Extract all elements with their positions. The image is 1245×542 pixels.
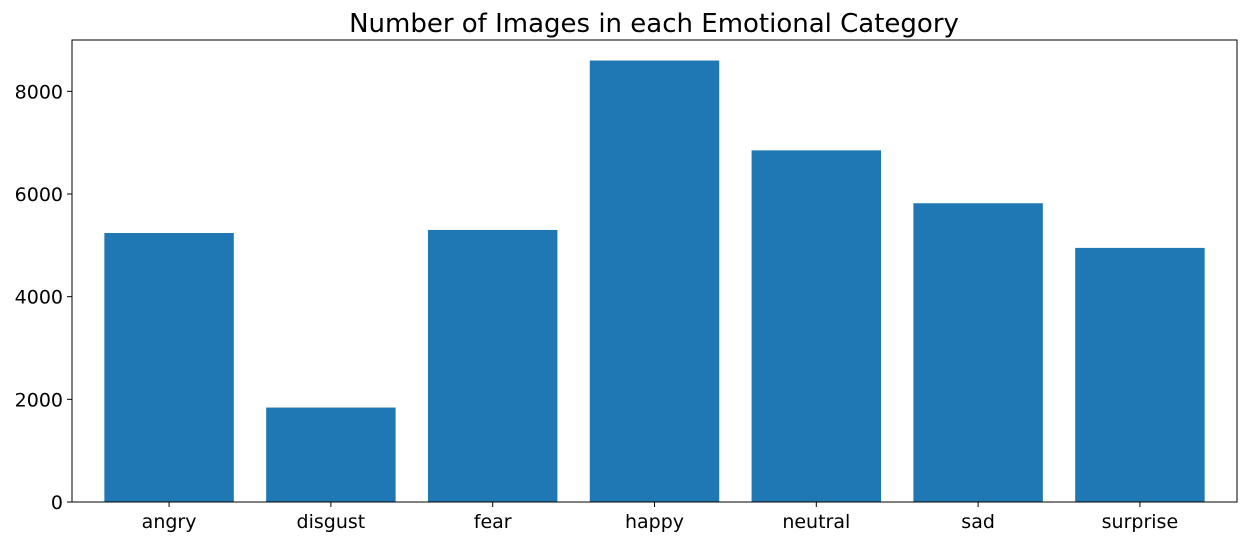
y-tick-label: 0 [51,492,63,514]
bar-angry [104,233,234,502]
bar-surprise [1075,247,1205,502]
chart-title: Number of Images in each Emotional Categ… [349,9,959,39]
y-axis: 0 2000 4000 6000 8000 [15,81,72,514]
bar-neutral [751,150,882,502]
bar-sad [913,203,1043,503]
y-tick-label: 4000 [15,287,63,309]
x-tick-label: sad [961,511,995,533]
bar-happy [589,60,720,503]
y-tick-label: 2000 [15,389,63,411]
bar-disgust [266,407,396,502]
bars-group [104,60,1205,503]
x-tick-label: disgust [297,511,366,533]
y-tick-label: 8000 [15,81,63,103]
bar-fear [427,229,558,502]
x-tick-label: neutral [782,511,850,533]
x-tick-label: fear [474,511,512,533]
x-tick-label: happy [625,511,684,533]
x-tick-label: surprise [1102,511,1179,533]
y-tick-label: 6000 [15,184,63,206]
x-tick-label: angry [142,511,197,533]
x-axis: angry disgust fear happy neutral sad surprise [142,502,1178,533]
